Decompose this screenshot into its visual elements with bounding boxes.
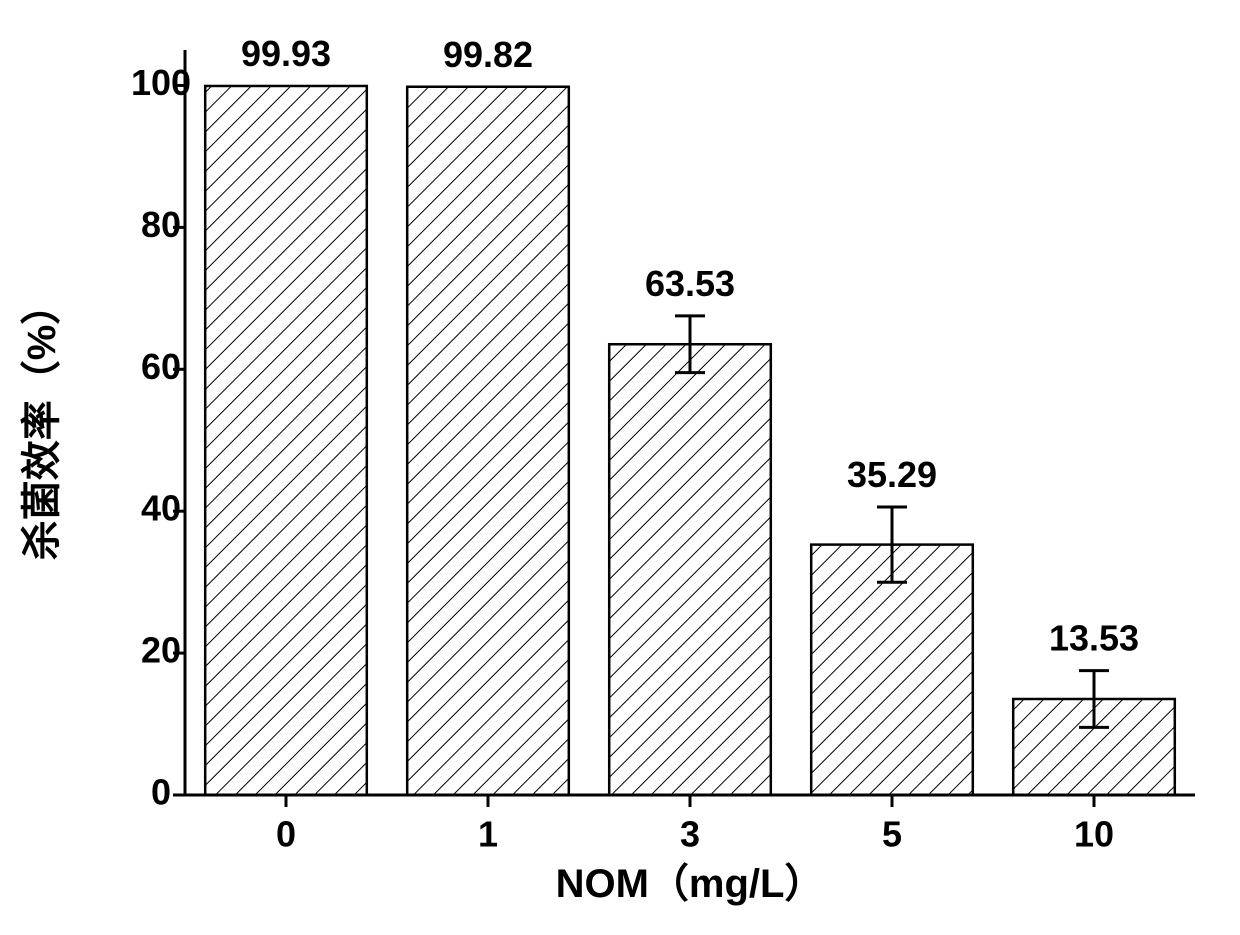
- bar-0: [205, 86, 367, 795]
- bar-1: [407, 87, 569, 795]
- y-axis-title: 杀菌效率（%）: [20, 285, 64, 561]
- y-tick-label: 0: [151, 772, 171, 813]
- bar-label-3: 63.53: [645, 263, 735, 304]
- y-tick-label: 20: [141, 630, 181, 671]
- chart-svg: 99.93 99.82 63.53 35.29 13.53 0 20 40 60 80 100 0 1 3…: [0, 0, 1240, 935]
- x-axis-title: NOM（mg/L）: [556, 862, 825, 906]
- x-tick-label: 0: [276, 814, 296, 855]
- y-tick-label: 80: [141, 204, 181, 245]
- bar-chart: 99.93 99.82 63.53 35.29 13.53 0 20 40 60 80 100 0 1 3…: [0, 0, 1240, 935]
- x-tick-label: 3: [680, 814, 700, 855]
- x-tick-label: 5: [882, 814, 902, 855]
- bar-label-0: 99.93: [241, 33, 331, 74]
- bar-label-5: 35.29: [847, 454, 937, 495]
- bar-label-10: 13.53: [1049, 618, 1139, 659]
- x-tick-label: 1: [478, 814, 498, 855]
- y-tick-label: 100: [131, 62, 191, 103]
- bar-label-1: 99.82: [443, 34, 533, 75]
- y-tick-label: 60: [141, 346, 181, 387]
- y-tick-label: 40: [141, 488, 181, 529]
- bar-3: [609, 344, 771, 795]
- x-tick-label: 10: [1074, 814, 1114, 855]
